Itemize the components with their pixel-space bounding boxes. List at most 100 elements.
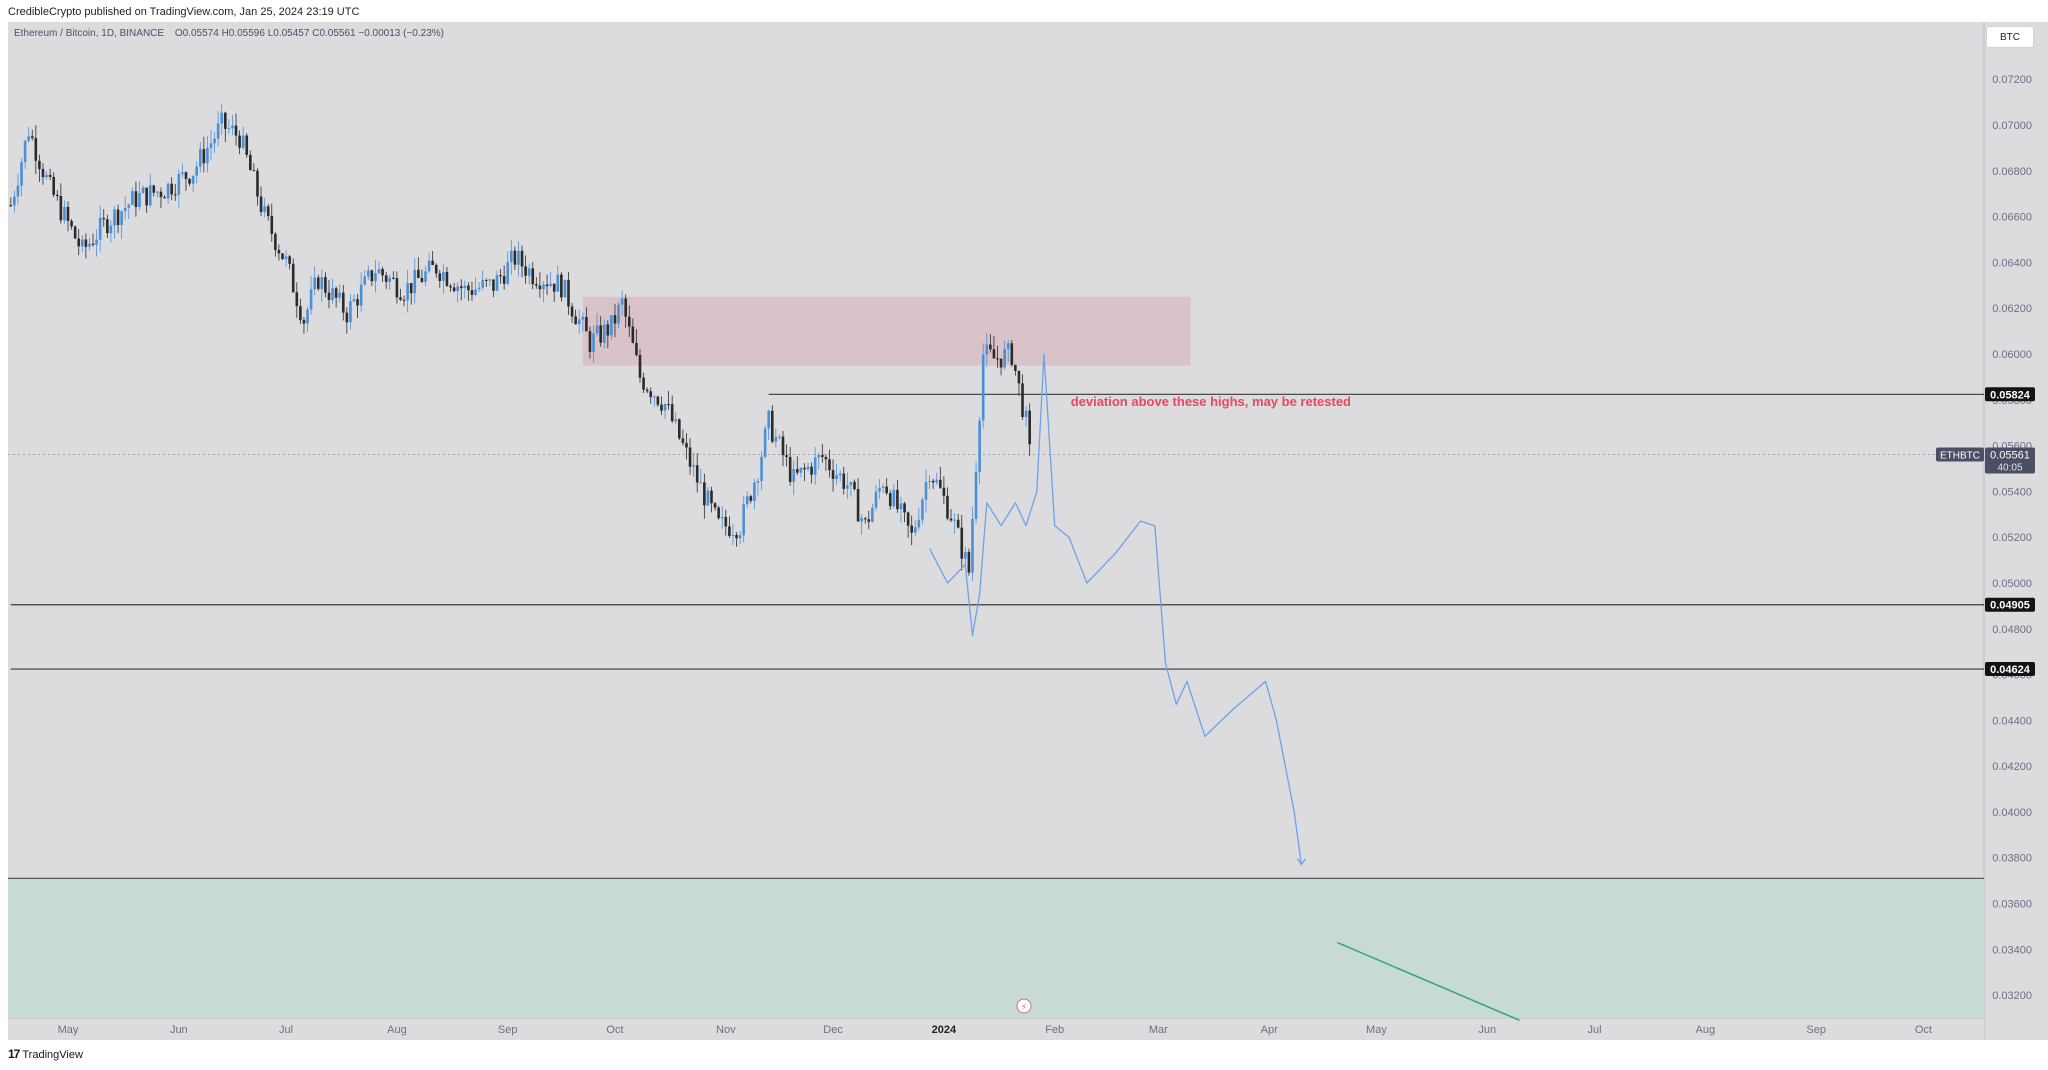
candle-body <box>34 138 38 161</box>
candle-body <box>55 194 59 197</box>
candle-body <box>888 493 892 507</box>
candle-body <box>181 172 184 174</box>
candle-body <box>463 285 467 289</box>
candle-body <box>871 507 874 522</box>
candle-body <box>981 354 985 421</box>
candle-body <box>63 206 66 221</box>
candle-body <box>856 489 860 522</box>
candle-body <box>631 326 635 343</box>
candle-body <box>617 304 620 324</box>
candle-body <box>813 457 817 475</box>
candle-body <box>967 551 971 573</box>
close-value: C0.05561 <box>312 28 356 39</box>
y-tick-label: 0.05000 <box>1992 578 2032 590</box>
candle-body <box>695 465 699 483</box>
candle-body <box>131 191 134 205</box>
candle-body <box>731 534 735 536</box>
candle-body <box>148 185 152 206</box>
candle-body <box>703 482 706 506</box>
x-tick-label: Jul <box>279 1024 293 1036</box>
candle-body <box>417 269 420 278</box>
y-tick-label: 0.07200 <box>1992 74 2032 86</box>
candle-body <box>402 299 406 301</box>
candle-body <box>685 442 688 448</box>
x-tick-label: Aug <box>1696 1024 1716 1036</box>
candle-body <box>370 270 374 282</box>
candle-body <box>445 271 449 286</box>
candle-body <box>291 263 295 293</box>
candle-body <box>349 301 352 323</box>
candle-body <box>41 168 45 178</box>
candle-body <box>159 191 163 198</box>
candle-body <box>427 260 431 272</box>
candle-body <box>138 193 141 208</box>
candle-body <box>449 285 452 288</box>
candle-body <box>399 297 402 300</box>
candle-body <box>198 149 202 167</box>
candle-body <box>620 298 624 305</box>
candle-body <box>245 135 249 155</box>
bar-countdown-label: 40:05 <box>1997 463 2022 474</box>
candle-body <box>563 279 567 298</box>
candle-body <box>52 176 55 195</box>
candle-body <box>274 233 277 250</box>
candle-body <box>145 187 148 206</box>
x-tick-label: Dec <box>823 1024 843 1036</box>
candle-body <box>585 316 588 332</box>
candle-body <box>874 491 878 508</box>
candle-body <box>742 504 745 536</box>
x-tick-label: Jul <box>1587 1024 1601 1036</box>
candle-body <box>913 527 917 533</box>
tradingview-logo[interactable]: 17 TradingView <box>8 1047 83 1061</box>
candle-body <box>535 284 538 286</box>
current-price-label: 0.05561 <box>1990 450 2030 462</box>
candle-body <box>481 279 484 288</box>
projection-path[interactable] <box>929 353 1303 865</box>
candle-body <box>588 331 592 352</box>
candle-body <box>974 471 978 520</box>
tradingview-logo-icon: 17 <box>8 1047 20 1061</box>
candle-body <box>152 185 156 193</box>
candle-body <box>431 260 434 265</box>
candle-body <box>999 358 1003 368</box>
annotation-text[interactable]: deviation above these highs, may be rete… <box>1071 394 1351 409</box>
candle-body <box>320 277 324 289</box>
support-zone[interactable] <box>8 878 1984 1018</box>
symbol-name[interactable]: Ethereum / Bitcoin, 1D, BINANCE <box>14 28 165 39</box>
candle-body <box>38 160 41 169</box>
candle-body <box>803 467 806 470</box>
candle-body <box>334 288 338 298</box>
candle-body <box>73 226 77 239</box>
candle-body <box>824 456 828 460</box>
candle-body <box>424 271 427 282</box>
candle-body <box>338 292 341 298</box>
candle-body <box>77 238 81 247</box>
event-marker-icon[interactable] <box>1016 998 1032 1014</box>
candle-body <box>788 456 792 482</box>
green-trend-arrow[interactable] <box>1336 941 1520 1022</box>
candle-body <box>996 358 999 360</box>
candle-body <box>935 479 939 483</box>
resistance-zone[interactable] <box>582 296 1191 366</box>
candle-body <box>778 436 781 438</box>
candle-body <box>288 256 291 264</box>
candle-body <box>9 205 13 207</box>
candle-body <box>817 455 821 458</box>
candle-body <box>388 277 392 282</box>
symbol-info[interactable]: Ethereum / Bitcoin, 1D, BINANCE O0.05574… <box>14 28 444 39</box>
candle-body <box>931 480 935 483</box>
candle-body <box>206 147 209 164</box>
candle-body <box>127 204 131 208</box>
y-tick-label: 0.04800 <box>1992 624 2032 636</box>
y-tick-label: 0.06400 <box>1992 257 2032 269</box>
candle-body <box>810 466 813 475</box>
candle-body <box>109 225 113 234</box>
candle-body <box>359 284 363 306</box>
currency-button[interactable]: BTC <box>1986 26 2034 48</box>
open-value: O0.05574 <box>174 28 219 39</box>
candle-body <box>946 495 949 519</box>
candle-body <box>649 391 653 398</box>
candle-body <box>896 489 899 510</box>
ticker-tag <box>1936 447 1984 462</box>
